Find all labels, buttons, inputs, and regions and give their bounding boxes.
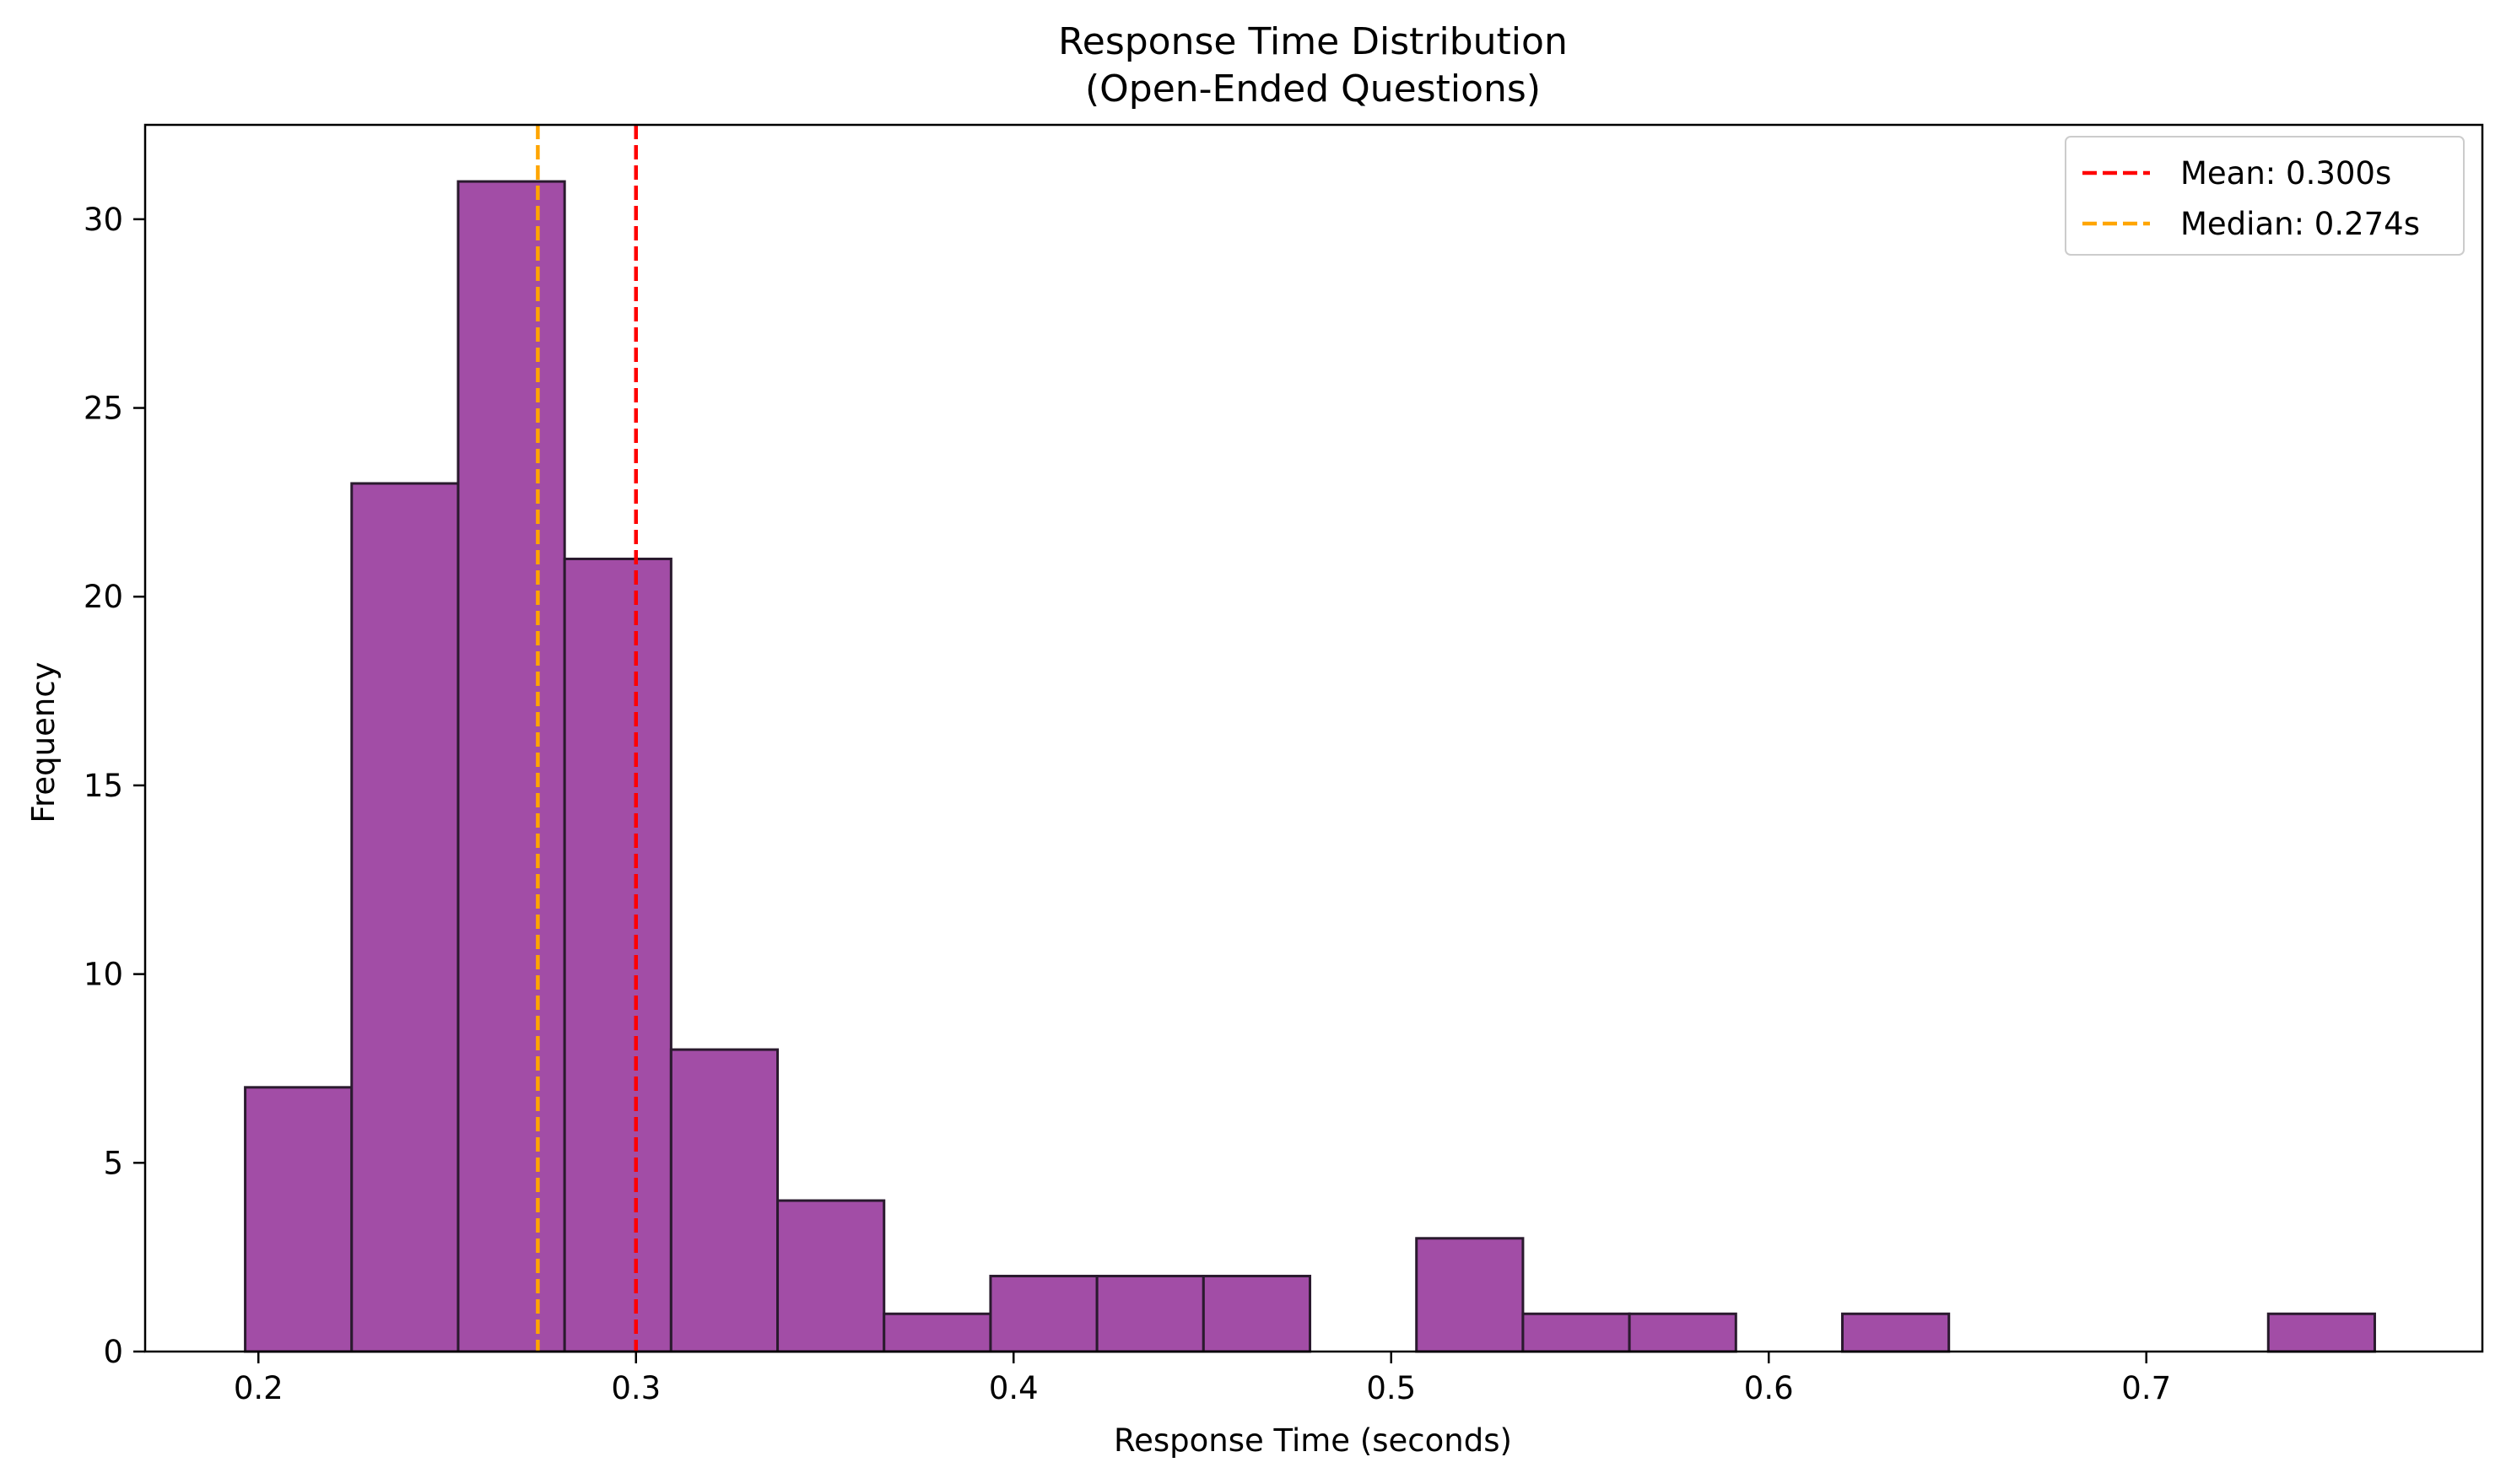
x-tick-label: 0.3 [611, 1370, 661, 1406]
legend-box [2065, 136, 2465, 256]
legend-label: Median: 0.274s [2180, 206, 2420, 242]
y-tick-label: 5 [103, 1145, 123, 1181]
histogram-bar [1840, 1312, 1951, 1353]
histogram-bar [776, 1199, 886, 1353]
x-tick-label: 0.6 [1744, 1370, 1794, 1406]
histogram-bar [989, 1275, 1099, 1353]
reference-lines-group [536, 125, 638, 1352]
x-tick-label: 0.5 [1366, 1370, 1416, 1406]
histogram-bar [563, 557, 672, 1353]
y-tick-label: 0 [103, 1334, 123, 1370]
y-tick-label: 30 [84, 202, 123, 238]
axes-group: 0.2 0.3 0.4 0.5 0.6 0.7 0 5 10 15 20 25 30 [84, 123, 2484, 1406]
y-tick-label: 15 [84, 768, 123, 804]
histogram-bar [244, 1086, 354, 1353]
legend-label: Mean: 0.300s [2180, 155, 2391, 192]
y-axis-label: Frequency [25, 661, 62, 823]
histogram-bar [1095, 1275, 1205, 1353]
histogram-bar [1202, 1275, 1312, 1353]
chart-title: Response Time Distribution [1058, 20, 1568, 63]
histogram-bar [883, 1312, 992, 1353]
chart-subtitle: (Open-Ended Questions) [1085, 67, 1541, 111]
histogram-bar [669, 1048, 780, 1353]
histogram-bar [1628, 1312, 1737, 1353]
histogram-bar [1521, 1312, 1631, 1353]
histogram-bar [456, 180, 566, 1353]
histogram-bar [2266, 1312, 2376, 1353]
y-tick-label: 25 [84, 391, 123, 427]
x-tick-label: 0.2 [234, 1370, 284, 1406]
histogram-bar [1415, 1237, 1525, 1353]
x-tick-label: 0.7 [2121, 1370, 2171, 1406]
bars-group [244, 180, 2376, 1353]
plot-frame [143, 123, 2484, 1353]
histogram-bar [350, 482, 460, 1353]
y-tick-label: 10 [84, 957, 123, 993]
legend: Mean: 0.300s Median: 0.274s [2065, 136, 2465, 256]
x-axis-label: Response Time (seconds) [1114, 1422, 1512, 1459]
y-tick-label: 20 [84, 579, 123, 615]
x-tick-label: 0.4 [989, 1370, 1039, 1406]
